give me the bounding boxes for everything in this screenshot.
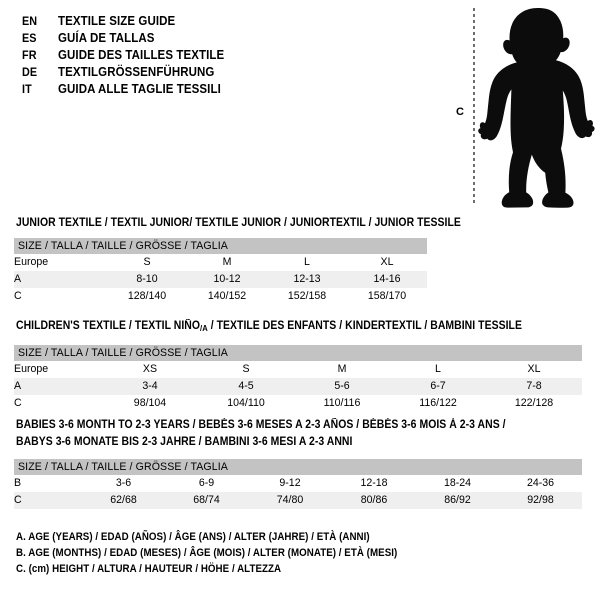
measurement-legend: A. AGE (YEARS) / EDAD (AÑOS) / ÂGE (ANS)… [16, 529, 476, 577]
section-title-junior: JUNIOR TEXTILE / TEXTIL JUNIOR/ TEXTILE … [16, 216, 461, 229]
table-cell: 6-9 [165, 475, 248, 492]
table-cell: L [390, 361, 486, 378]
guide-title: GUIDA ALLE TAGLIE TESSILI [58, 82, 221, 96]
size-band-label: SIZE / TALLA / TAILLE / GRÖSSE / TAGLIA [14, 459, 583, 475]
guide-title: GUÍA DE TALLAS [58, 31, 155, 45]
table-cell: 9-12 [248, 475, 332, 492]
legend-line-a: A. AGE (YEARS) / EDAD (AÑOS) / ÂGE (ANS)… [16, 531, 370, 543]
table-row: B 3-6 6-9 9-12 12-18 18-24 24-36 [14, 475, 583, 492]
table-cell: S [198, 361, 294, 378]
height-dashed-line-icon [473, 8, 475, 204]
language-code: FR [22, 50, 37, 62]
table-cell: 158/170 [347, 288, 427, 305]
section-title-subscript: /A [200, 322, 208, 333]
language-row-de: DE TEXTILGRÖSSENFÜHRUNG [22, 65, 422, 82]
table-cell: 4-5 [198, 378, 294, 395]
table-cell: 80/86 [332, 492, 416, 509]
table-cell: 122/128 [486, 395, 583, 412]
row-label: A [14, 378, 102, 395]
table-cell: 7-8 [486, 378, 583, 395]
language-row-es: ES GUÍA DE TALLAS [22, 31, 422, 48]
row-label: C [14, 395, 102, 412]
table-cell: XS [102, 361, 198, 378]
table-row: A 3-4 4-5 5-6 6-7 7-8 [14, 378, 583, 395]
table-cell: 104/110 [198, 395, 294, 412]
guide-title: TEXTILE SIZE GUIDE [58, 14, 176, 28]
table-row: Europe XS S M L XL [14, 361, 583, 378]
table-cell: 140/152 [187, 288, 267, 305]
table-cell: 5-6 [294, 378, 390, 395]
language-title-block: EN TEXTILE SIZE GUIDE ES GUÍA DE TALLAS … [22, 14, 422, 99]
table-cell: 98/104 [102, 395, 198, 412]
legend-line-b: B. AGE (MONTHS) / EDAD (MESES) / ÂGE (MO… [16, 547, 398, 559]
table-band-row: SIZE / TALLA / TAILLE / GRÖSSE / TAGLIA [14, 459, 583, 475]
height-axis-label: C [456, 106, 465, 118]
size-band-label: SIZE / TALLA / TAILLE / GRÖSSE / TAGLIA [14, 345, 583, 361]
table-cell: 62/68 [82, 492, 165, 509]
table-cell: 18-24 [416, 475, 499, 492]
table-row: C 98/104 104/110 110/116 116/122 122/128 [14, 395, 583, 412]
table-cell: XL [486, 361, 583, 378]
guide-title: TEXTILGRÖSSENFÜHRUNG [58, 65, 215, 79]
guide-title: GUIDE DES TAILLES TEXTILE [58, 48, 225, 62]
section-title-children: CHILDREN'S TEXTILE / TEXTIL NIÑO/A / TEX… [16, 319, 522, 333]
table-cell: 8-10 [107, 271, 187, 288]
table-cell: M [294, 361, 390, 378]
junior-size-table: SIZE / TALLA / TAILLE / GRÖSSE / TAGLIA … [14, 238, 427, 305]
height-diagram: C [440, 0, 600, 215]
language-code: IT [22, 84, 32, 96]
table-cell: 68/74 [165, 492, 248, 509]
table-cell: 92/98 [499, 492, 583, 509]
row-label: C [14, 492, 82, 509]
table-cell: 128/140 [107, 288, 187, 305]
table-cell: 12-13 [267, 271, 347, 288]
toddler-silhouette-icon [478, 8, 595, 208]
table-cell: M [187, 254, 267, 271]
table-cell: 110/116 [294, 395, 390, 412]
row-label: C [14, 288, 107, 305]
row-label: Europe [14, 361, 102, 378]
table-cell: XL [347, 254, 427, 271]
language-row-en: EN TEXTILE SIZE GUIDE [22, 14, 422, 31]
table-cell: 24-36 [499, 475, 583, 492]
table-cell: 14-16 [347, 271, 427, 288]
table-row: A 8-10 10-12 12-13 14-16 [14, 271, 427, 288]
legend-line-c: C. (cm) HEIGHT / ALTURA / HAUTEUR / HÖHE… [16, 563, 282, 575]
table-band-row: SIZE / TALLA / TAILLE / GRÖSSE / TAGLIA [14, 238, 427, 254]
section-title-babies-line2: BABYS 3-6 MONATE BIS 2-3 JAHRE / BAMBINI… [16, 435, 353, 448]
language-row-fr: FR GUIDE DES TAILLES TEXTILE [22, 48, 422, 65]
table-cell: 12-18 [332, 475, 416, 492]
children-size-table: SIZE / TALLA / TAILLE / GRÖSSE / TAGLIA … [14, 345, 583, 412]
section-title-babies-line1: BABIES 3-6 MONTH TO 2-3 YEARS / BEBÉS 3-… [16, 418, 506, 431]
row-label: A [14, 271, 107, 288]
babies-size-table: SIZE / TALLA / TAILLE / GRÖSSE / TAGLIA … [14, 459, 583, 509]
table-cell: 74/80 [248, 492, 332, 509]
table-cell: 6-7 [390, 378, 486, 395]
table-row: C 62/68 68/74 74/80 80/86 86/92 92/98 [14, 492, 583, 509]
table-cell: L [267, 254, 347, 271]
table-cell: 152/158 [267, 288, 347, 305]
section-title-part: / TEXTILE DES ENFANTS / KINDERTEXTIL / B… [207, 319, 522, 332]
table-row: Europe S M L XL [14, 254, 427, 271]
table-cell: 3-4 [102, 378, 198, 395]
language-code: DE [22, 67, 38, 79]
language-code: EN [22, 16, 38, 28]
table-cell: S [107, 254, 187, 271]
table-cell: 3-6 [82, 475, 165, 492]
table-cell: 10-12 [187, 271, 267, 288]
language-row-it: IT GUIDA ALLE TAGLIE TESSILI [22, 82, 422, 99]
language-code: ES [22, 33, 37, 45]
row-label: Europe [14, 254, 107, 271]
table-cell: 86/92 [416, 492, 499, 509]
size-band-label: SIZE / TALLA / TAILLE / GRÖSSE / TAGLIA [14, 238, 427, 254]
row-label: B [14, 475, 82, 492]
section-title-part: CHILDREN'S TEXTILE / TEXTIL NIÑO [16, 319, 201, 332]
table-cell: 116/122 [390, 395, 486, 412]
table-band-row: SIZE / TALLA / TAILLE / GRÖSSE / TAGLIA [14, 345, 583, 361]
table-row: C 128/140 140/152 152/158 158/170 [14, 288, 427, 305]
